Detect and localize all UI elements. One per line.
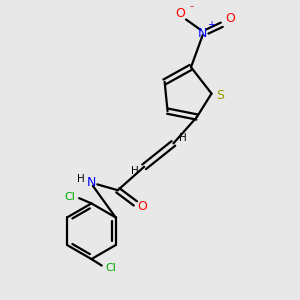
Text: N: N (198, 27, 207, 40)
Text: O: O (138, 200, 148, 213)
Text: O: O (175, 7, 185, 20)
Text: H: H (131, 166, 139, 176)
Text: H: H (179, 133, 187, 142)
Text: Cl: Cl (64, 192, 75, 202)
Text: Cl: Cl (106, 263, 116, 273)
Text: -: - (189, 2, 193, 12)
Text: O: O (225, 12, 235, 26)
Text: S: S (216, 88, 224, 101)
Text: N: N (87, 176, 96, 189)
Text: H: H (77, 174, 85, 184)
Text: +: + (207, 20, 215, 30)
